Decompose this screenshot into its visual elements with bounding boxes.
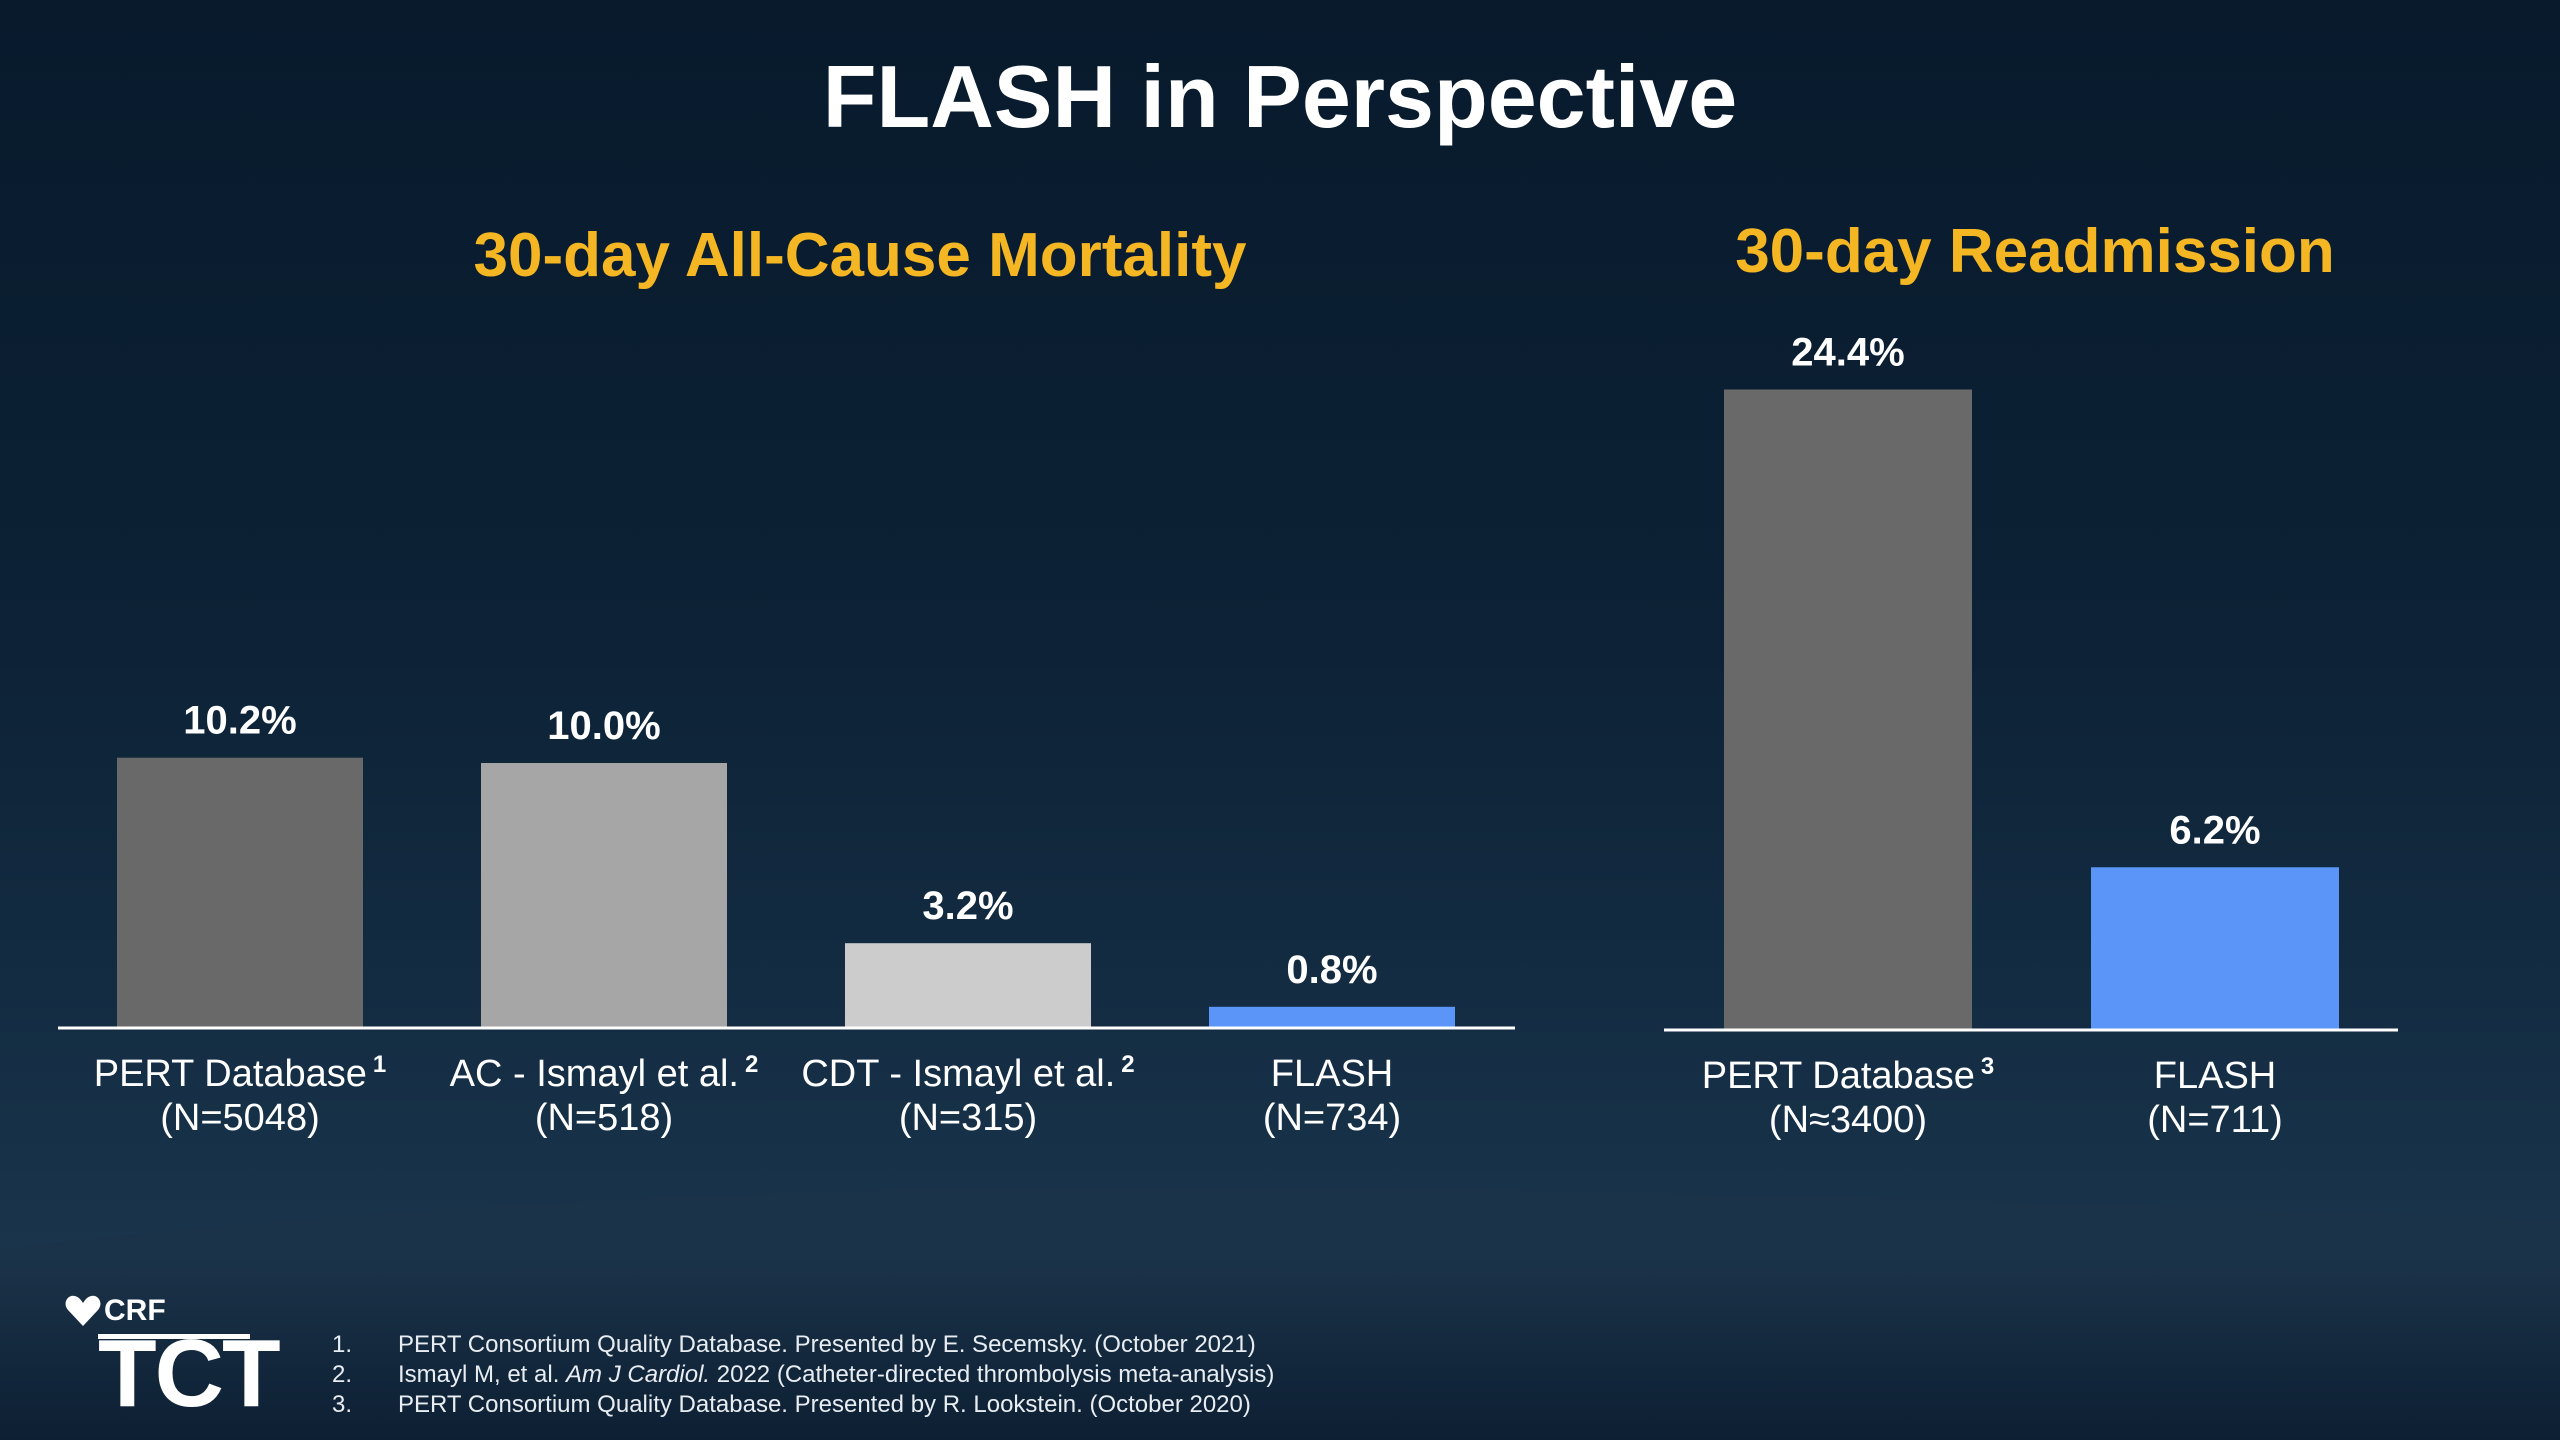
- category-n-label: (N=315): [899, 1097, 1037, 1139]
- readmission-chart-title: 30-day Readmission: [1735, 217, 2335, 286]
- category-n-label: (N≈3400): [1769, 1099, 1927, 1141]
- readmission-chart: 24.4% PERT Database 3(N≈3400) 6.2% FLASH(N=7…: [1664, 331, 2398, 1141]
- category-n-label: (N=518): [535, 1097, 673, 1139]
- category-label: FLASH: [2154, 1055, 2276, 1097]
- data-label: 24.4%: [1791, 331, 1904, 375]
- footnote-text: PERT Consortium Quality Database. Presen…: [398, 1391, 1251, 1418]
- heart-icon: [65, 1295, 101, 1326]
- data-label: 3.2%: [922, 884, 1013, 928]
- footnote-text: Ismayl M, et al. Am J Cardiol. 2022 (Cat…: [398, 1360, 1274, 1390]
- bar: [2091, 867, 2339, 1030]
- charts-canvas: 10.2% PERT Database 1(N=5048) 10.0% AC - Ism…: [58, 331, 2398, 1141]
- footnotes: 1. PERT Consortium Quality Database. Pre…: [332, 1330, 1274, 1420]
- background-band: [0, 1255, 2560, 1440]
- footnote-2: 2. Ismayl M, et al. Am J Cardiol. 2022 (…: [332, 1360, 1274, 1390]
- bar: [1724, 389, 1972, 1030]
- footnote-number: 1.: [332, 1331, 353, 1358]
- category-n-label: (N=711): [2147, 1099, 2283, 1141]
- crf-logo-text: CRF: [104, 1294, 166, 1327]
- footnote-number: 3.: [332, 1391, 353, 1418]
- mortality-chart-title: 30-day All-Cause Mortality: [473, 221, 1247, 290]
- category-label: FLASH: [1271, 1053, 1393, 1095]
- tct-logo: CRF TCT: [62, 1290, 281, 1422]
- data-label: 10.2%: [183, 699, 296, 743]
- footnote-3: 3. PERT Consortium Quality Database. Pre…: [332, 1390, 1274, 1420]
- data-label: 10.0%: [547, 704, 660, 748]
- data-label: 0.8%: [1286, 948, 1377, 992]
- footnote-number: 2.: [332, 1361, 353, 1388]
- category-label: CDT - Ismayl et al. 2: [801, 1051, 1134, 1095]
- slide-title: FLASH in Perspective: [822, 47, 1738, 146]
- mortality-chart: 10.2% PERT Database 1(N=5048) 10.0% AC - Ism…: [58, 699, 1515, 1139]
- category-n-label: (N=5048): [160, 1097, 319, 1139]
- category-n-label: (N=734): [1263, 1097, 1401, 1139]
- category-label: PERT Database 3: [1702, 1053, 1995, 1097]
- category-label: AC - Ismayl et al. 2: [450, 1051, 759, 1095]
- bar: [1209, 1006, 1455, 1028]
- data-label: 6.2%: [2169, 808, 2260, 852]
- journal-name: Am J Cardiol.: [566, 1361, 711, 1388]
- category-label: PERT Database 1: [94, 1051, 387, 1095]
- logo-divider: [98, 1334, 250, 1339]
- bar: [481, 763, 727, 1028]
- footnote-text-part: 2022 (Catheter-directed thrombolysis met…: [710, 1361, 1275, 1388]
- footnote-text-part: Ismayl M, et al.: [398, 1361, 567, 1388]
- tct-logo-text: TCT: [98, 1320, 281, 1427]
- bar: [845, 943, 1091, 1028]
- bar: [117, 757, 363, 1028]
- footnote-text: PERT Consortium Quality Database. Presen…: [398, 1331, 1256, 1358]
- footnote-1: 1. PERT Consortium Quality Database. Pre…: [332, 1330, 1274, 1360]
